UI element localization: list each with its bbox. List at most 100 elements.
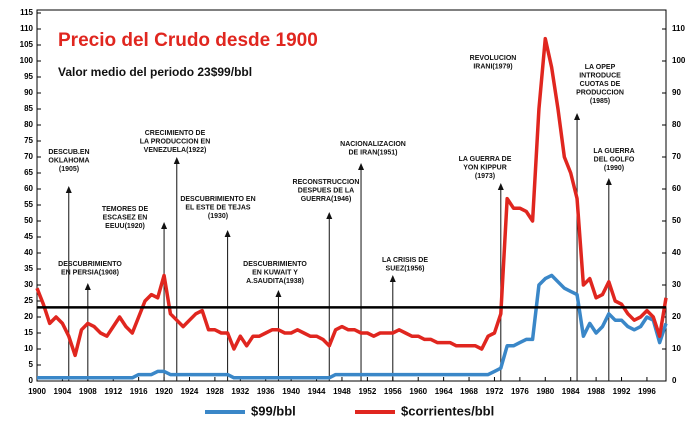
annotation-text: DESCUB.EN	[48, 149, 89, 156]
x-tick-label: 1944	[308, 387, 326, 396]
y-tick-label: 100	[20, 56, 34, 65]
x-tick-label: 1968	[460, 387, 478, 396]
annotation-text: DESCUBRIMIENTO	[243, 261, 307, 268]
annotation-text: DEL GOLFO	[594, 156, 635, 163]
y2-tick-label: 30	[672, 280, 681, 289]
chart-subtitle: Valor medio del periodo 23$99/bbl	[58, 65, 252, 79]
y2-tick-label: 110	[672, 24, 685, 33]
arrow-head	[389, 275, 396, 282]
arrow-head	[275, 290, 282, 297]
annotation-text: (1990)	[604, 165, 624, 172]
annotation-text: TEMORES DE	[102, 206, 149, 213]
annotation-text: RECONSTRUCCION	[293, 179, 360, 186]
x-tick-label: 1916	[130, 387, 148, 396]
y-tick-label: 70	[24, 152, 33, 161]
y-tick-label: 10	[24, 344, 33, 353]
y-tick-label: 0	[29, 376, 34, 385]
y2-tick-label: 10	[672, 344, 681, 353]
annotation-text: OKLAHOMA	[48, 157, 89, 164]
x-tick-label: 1952	[358, 387, 376, 396]
arrow-head	[65, 186, 72, 193]
x-tick-label: 1940	[282, 387, 300, 396]
x-tick-label: 1936	[257, 387, 275, 396]
arrow-head	[326, 212, 333, 219]
y-tick-label: 30	[24, 280, 33, 289]
annotation-text: NACIONALIZACION	[340, 141, 406, 148]
x-tick-label: 1908	[79, 387, 97, 396]
x-tick-label: 1972	[486, 387, 504, 396]
annotation-text: A.SAUDITA(1938)	[246, 278, 304, 285]
x-tick-label: 1960	[409, 387, 427, 396]
x-tick-label: 1924	[181, 387, 199, 396]
x-tick-label: 1912	[104, 387, 122, 396]
annotation-text: DESCUBRIMIENTO EN	[180, 196, 255, 203]
y2-tick-label: 50	[672, 216, 681, 225]
y-tick-label: 55	[24, 200, 33, 209]
y-tick-label: 15	[24, 328, 33, 337]
annotation-text: GUERRA(1946)	[301, 196, 352, 203]
y-tick-label: 60	[24, 184, 33, 193]
series-line	[37, 273, 668, 380]
y-tick-label: 45	[24, 232, 33, 241]
annotation-text: YON KIPPUR	[463, 164, 507, 171]
y-tick-label: 40	[24, 248, 33, 257]
annotation-text: (1973)	[475, 173, 495, 180]
x-tick-label: 1948	[333, 387, 351, 396]
y2-tick-label: 60	[672, 184, 681, 193]
x-tick-label: 1980	[536, 387, 554, 396]
series-line	[35, 36, 668, 358]
y-tick-label: 80	[24, 120, 33, 129]
arrow-head	[497, 183, 504, 190]
x-tick-label: 1956	[384, 387, 402, 396]
arrow-head	[173, 157, 180, 164]
x-tick-label: 1992	[613, 387, 631, 396]
annotation-text: IRANI(1979)	[473, 63, 512, 70]
arrow-head	[84, 283, 91, 290]
y-tick-label: 25	[24, 296, 33, 305]
annotation-text: (1905)	[59, 166, 79, 173]
annotation-text: LA PRODUCCION EN	[140, 138, 211, 145]
x-tick-label: 1900	[28, 387, 46, 396]
annotation-text: DE IRAN(1951)	[348, 149, 397, 156]
y-tick-label: 115	[20, 8, 33, 17]
arrow-head	[161, 222, 168, 229]
annotation-text: LA CRISIS DE	[382, 257, 428, 264]
x-tick-label: 1988	[587, 387, 605, 396]
y2-tick-label: 20	[672, 312, 681, 321]
annotation-text: (1985)	[590, 98, 610, 105]
annotation-text: DESPUES DE LA	[298, 187, 354, 194]
legend-label: $99/bbl	[251, 403, 296, 418]
y2-tick-label: 40	[672, 248, 681, 257]
chart-title: Precio del Crudo desde 1900	[58, 30, 318, 51]
x-tick-label: 1996	[638, 387, 656, 396]
annotation-text: DESCUBRIMIENTO	[58, 261, 122, 268]
annotation-text: (1930)	[208, 213, 228, 220]
arrow-head	[224, 230, 231, 237]
y-tick-label: 110	[20, 24, 33, 33]
y-tick-label: 65	[24, 168, 33, 177]
annotation-text: CRECIMIENTO DE	[145, 130, 206, 137]
annotation-text: EN KUWAIT Y	[252, 269, 298, 276]
annotation-text: SUEZ(1956)	[386, 265, 425, 272]
y-tick-label: 5	[29, 360, 34, 369]
x-tick-label: 1920	[155, 387, 173, 396]
y-tick-label: 95	[24, 72, 33, 81]
y-tick-label: 35	[24, 264, 33, 273]
y-tick-label: 90	[24, 88, 33, 97]
y2-tick-label: 0	[672, 376, 677, 385]
annotation-text: INTRODUCE	[579, 72, 621, 79]
annotation-text: LA OPEP	[585, 64, 616, 71]
annotation-text: PRODUCCION	[576, 89, 624, 96]
annotation-text: CUOTAS DE	[580, 81, 621, 88]
y-tick-label: 85	[24, 104, 33, 113]
y-tick-label: 20	[24, 312, 33, 321]
x-tick-label: 1976	[511, 387, 529, 396]
legend-label: $corrientes/bbl	[401, 403, 494, 418]
y2-tick-label: 70	[672, 152, 681, 161]
arrow-head	[605, 178, 612, 185]
y-tick-label: 50	[24, 216, 33, 225]
annotation-text: VENEZUELA(1922)	[144, 147, 207, 154]
y-tick-label: 75	[24, 136, 33, 145]
x-tick-label: 1984	[562, 387, 580, 396]
annotation-text: LA GUERRA	[593, 148, 634, 155]
